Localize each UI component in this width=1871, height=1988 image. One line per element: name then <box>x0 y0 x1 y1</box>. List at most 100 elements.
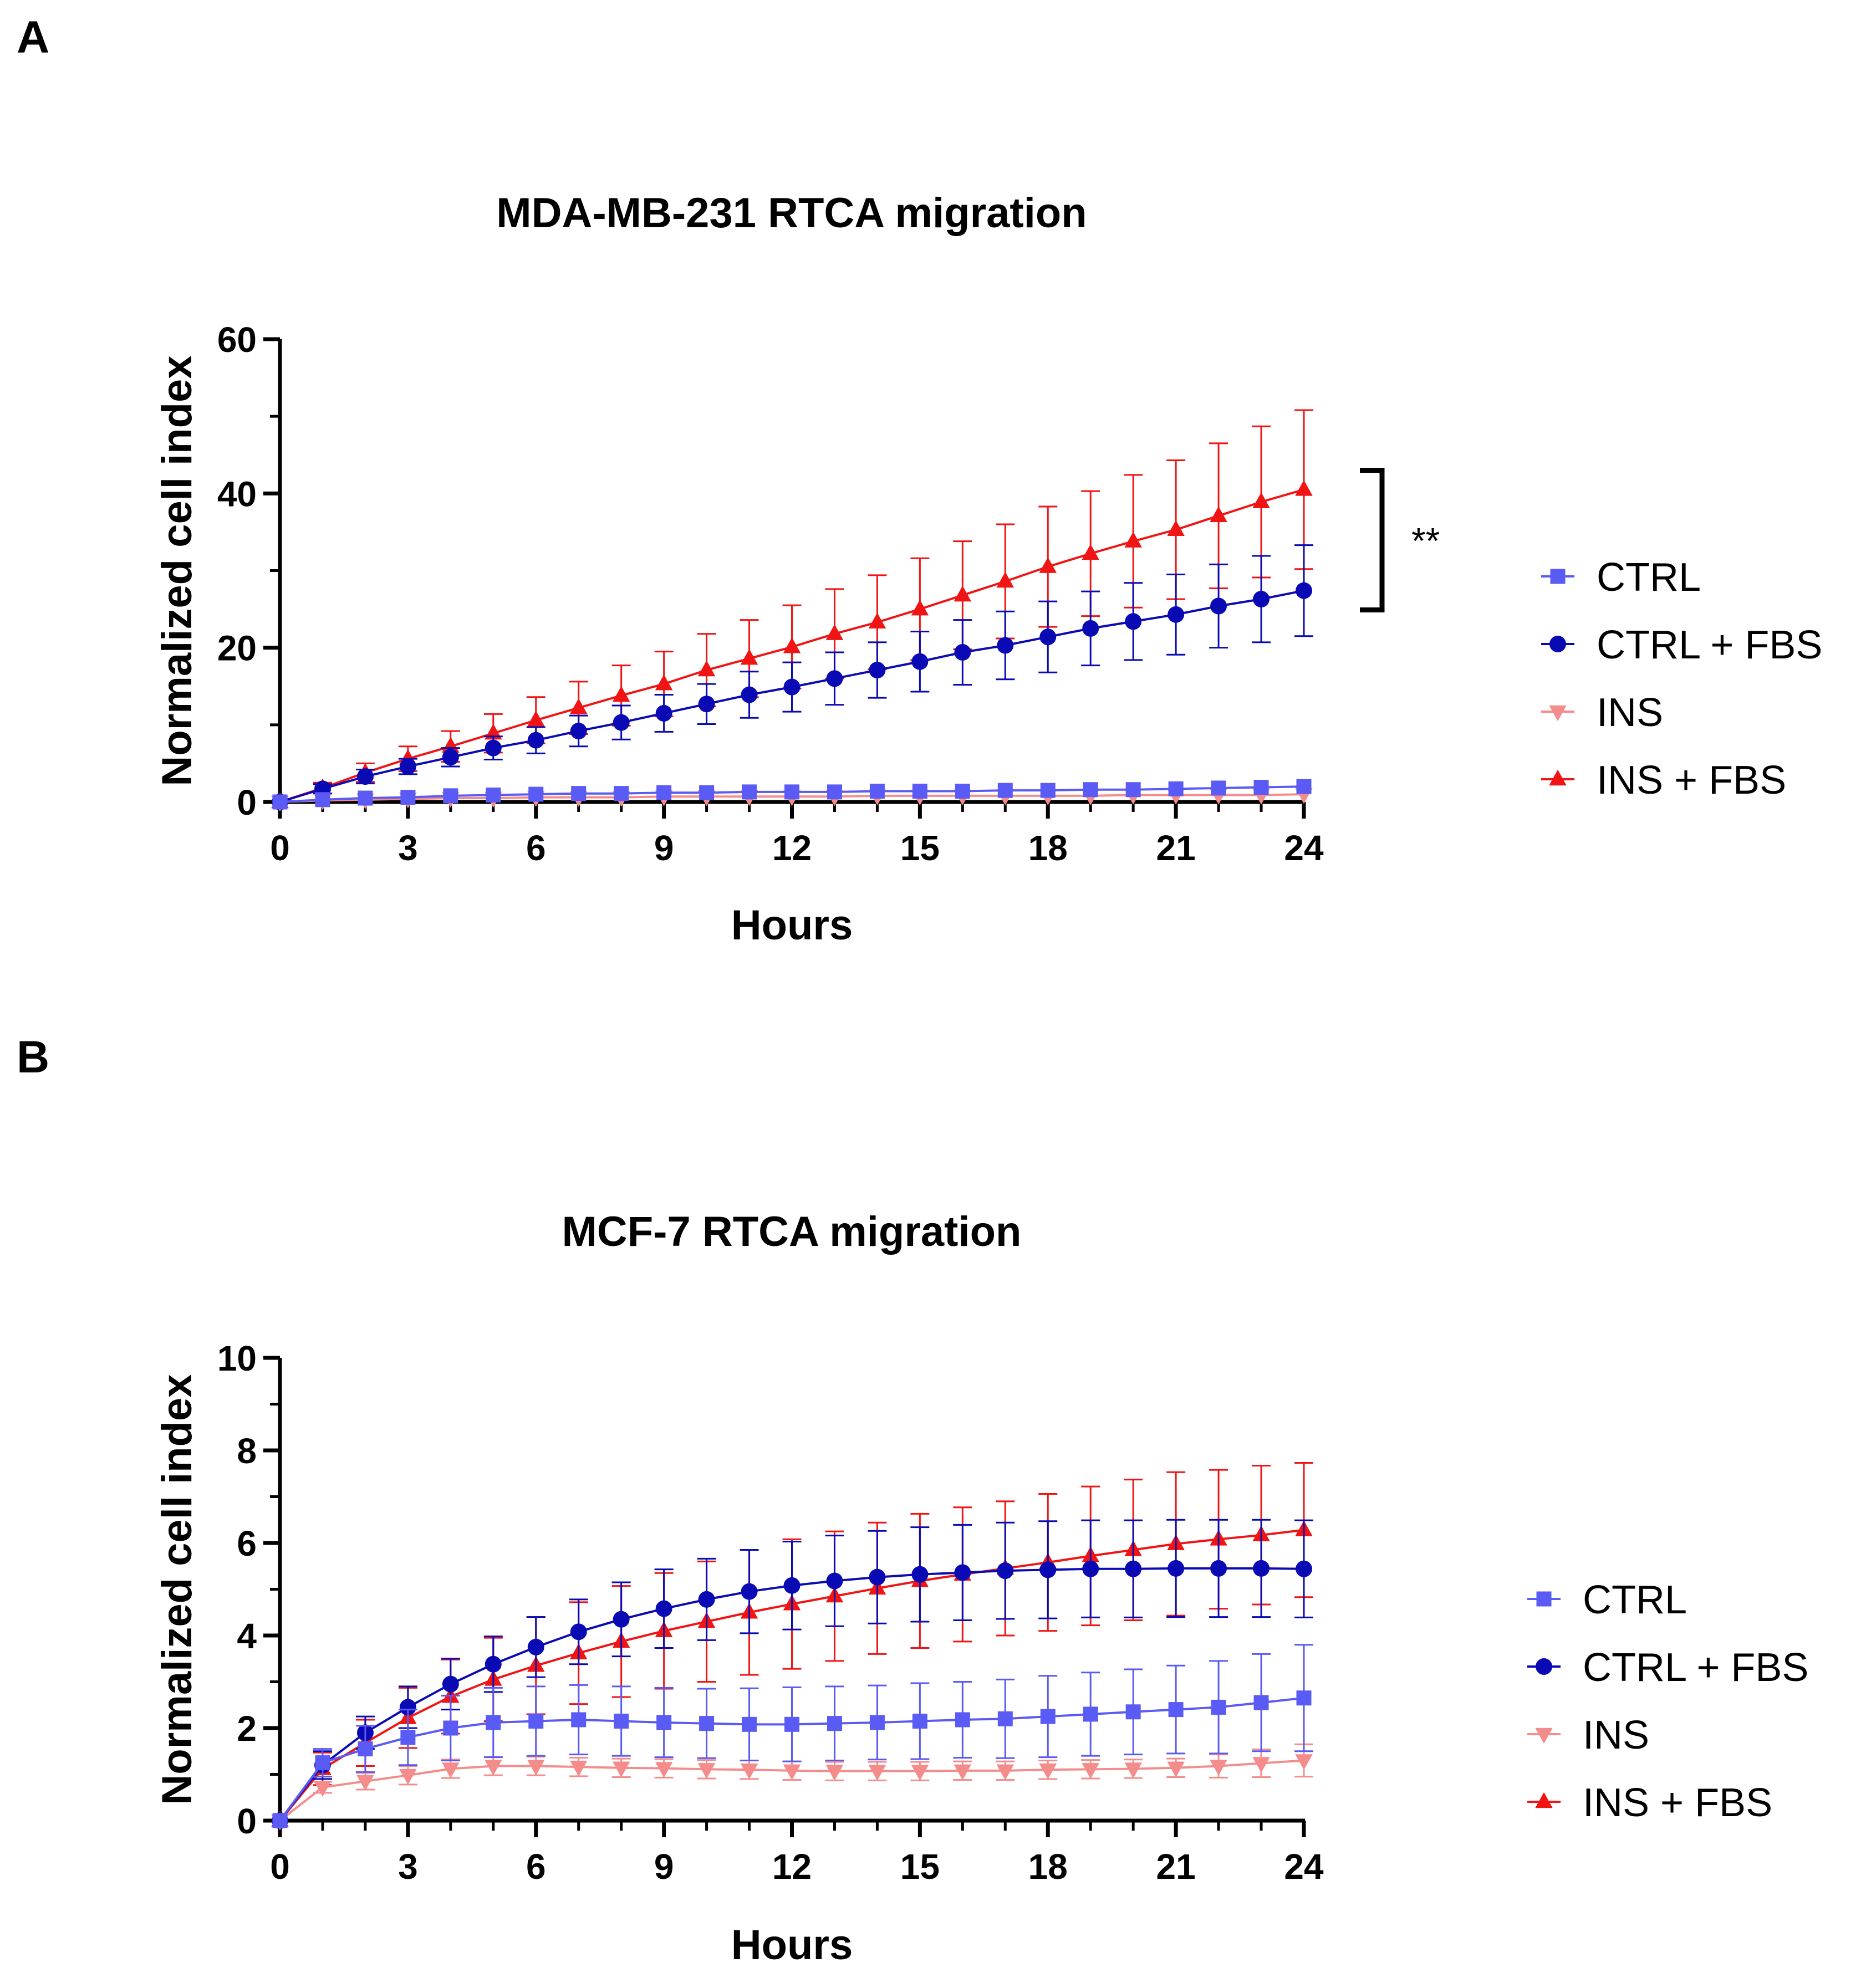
data-point <box>443 1720 458 1736</box>
data-point <box>955 784 970 799</box>
data-point <box>1082 1560 1099 1577</box>
x-tick-label: 24 <box>1284 1847 1324 1887</box>
data-point <box>996 1764 1014 1781</box>
data-point <box>1082 544 1099 560</box>
data-point <box>740 1763 758 1780</box>
data-point <box>911 1765 929 1781</box>
data-point <box>612 686 630 702</box>
data-point <box>1296 1560 1312 1577</box>
significance-bracket: ** <box>1360 468 1440 612</box>
data-point <box>571 786 587 801</box>
x-tick-label: 9 <box>654 1847 674 1887</box>
legend-label: INS + FBS <box>1583 1781 1772 1825</box>
y-tick-label: 60 <box>217 320 257 360</box>
data-point <box>1296 582 1312 599</box>
x-tick-label: 21 <box>1156 1847 1196 1887</box>
data-point <box>1039 628 1057 646</box>
y-tick-label: 0 <box>237 783 257 822</box>
x-tick-label: 24 <box>1284 828 1324 868</box>
data-point <box>742 1716 757 1732</box>
data-point <box>442 749 459 766</box>
legend-marker <box>1535 1792 1553 1808</box>
data-point <box>614 1713 629 1729</box>
data-point <box>1210 1760 1227 1776</box>
data-point <box>869 784 885 799</box>
data-point <box>1210 506 1227 522</box>
data-point <box>570 1623 587 1641</box>
data-point <box>827 1716 842 1731</box>
data-point <box>1039 1763 1057 1780</box>
x-tick-label: 15 <box>900 828 940 868</box>
y-tick-label: 40 <box>217 474 257 514</box>
data-point <box>1253 1695 1269 1710</box>
bracket-line <box>1360 468 1385 612</box>
data-point <box>399 758 416 775</box>
data-point <box>825 624 844 640</box>
data-point <box>1168 1702 1184 1718</box>
data-point <box>955 1712 970 1728</box>
data-point <box>272 794 288 810</box>
legend-marker <box>1535 1728 1553 1744</box>
panel-label-a: A <box>17 12 49 63</box>
data-point <box>1040 783 1056 798</box>
data-point <box>442 1675 459 1693</box>
legend-item-ctrl: CTRL <box>1541 555 1701 600</box>
x-tick-label: 21 <box>1156 828 1196 868</box>
data-point <box>1252 492 1270 508</box>
series-ctrl <box>272 779 1312 810</box>
data-point <box>1168 606 1185 623</box>
data-point <box>1082 1763 1099 1779</box>
data-point <box>315 792 330 808</box>
legend-marker <box>1536 1658 1552 1675</box>
data-point <box>826 670 843 687</box>
data-point <box>954 644 971 661</box>
data-point <box>911 653 929 670</box>
data-point <box>783 1577 801 1594</box>
data-point <box>1211 780 1226 796</box>
data-point <box>741 1583 758 1600</box>
x-tick-label: 9 <box>654 828 674 868</box>
data-point <box>656 1715 672 1730</box>
data-point <box>697 1763 716 1779</box>
data-point <box>443 788 458 804</box>
significance-label: ** <box>1411 520 1440 561</box>
x-tick-label: 15 <box>900 1847 940 1887</box>
series-ctrl-fbs <box>272 1519 1313 1829</box>
data-point <box>827 784 842 800</box>
data-point <box>612 1761 630 1778</box>
data-point <box>656 785 672 800</box>
data-point <box>1039 557 1057 573</box>
legend-item-ins-fbs: INS + FBS <box>1541 758 1786 803</box>
data-point <box>741 686 758 703</box>
data-point <box>783 1764 801 1781</box>
data-point <box>655 674 673 691</box>
data-point <box>997 1711 1013 1726</box>
data-point <box>954 1564 971 1581</box>
data-point <box>1210 597 1227 615</box>
data-point <box>699 785 715 800</box>
data-point <box>1168 781 1184 796</box>
data-point <box>954 1764 972 1781</box>
data-point <box>655 704 672 722</box>
data-point <box>356 1775 374 1791</box>
data-point <box>1167 1761 1185 1778</box>
legend: CTRL CTRL + FBS INS INS + FBS <box>1527 1578 1808 1825</box>
data-point <box>569 698 588 714</box>
data-point <box>358 790 373 806</box>
data-point <box>314 1781 332 1797</box>
legend: CTRL CTRL + FBS INS INS + FBS <box>1541 555 1822 803</box>
data-point <box>1253 780 1269 795</box>
legend-label: CTRL <box>1597 555 1701 600</box>
data-point <box>485 1760 502 1776</box>
data-point <box>1125 782 1141 798</box>
data-point <box>783 637 801 653</box>
legend-label: CTRL <box>1583 1578 1687 1622</box>
data-point <box>1168 1560 1185 1577</box>
x-tick-label: 6 <box>526 1847 546 1887</box>
data-point <box>1125 613 1142 630</box>
data-point <box>486 787 501 803</box>
legend-marker <box>1550 569 1566 584</box>
data-point <box>1252 1757 1270 1773</box>
data-point <box>1125 1560 1142 1577</box>
